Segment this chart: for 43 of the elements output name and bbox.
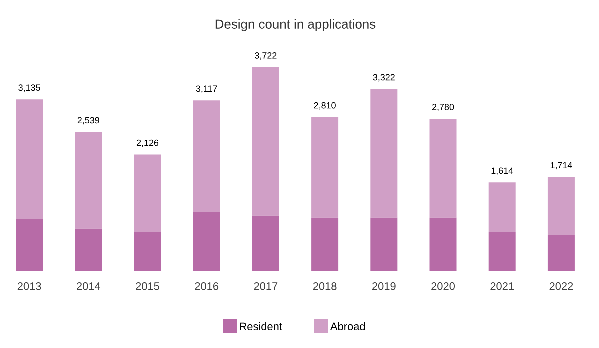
bar <box>193 100 220 212</box>
x-tick-label: 2018 <box>313 282 337 290</box>
bar <box>430 118 457 218</box>
x-tick-label: 2015 <box>136 282 160 290</box>
bar <box>134 154 162 232</box>
bar <box>488 232 516 271</box>
bar <box>312 117 339 218</box>
bar <box>16 219 44 271</box>
bar <box>252 216 280 271</box>
annotation: 1,614 <box>492 168 514 176</box>
bar <box>312 218 339 271</box>
x-tick-label: 2013 <box>18 282 42 290</box>
x-tick-label: 2016 <box>195 282 219 290</box>
bar <box>370 89 398 218</box>
bar <box>252 67 280 216</box>
annotation: 1,714 <box>550 162 572 170</box>
annotation: 3,722 <box>255 52 277 60</box>
bar <box>75 132 102 229</box>
bar <box>488 182 516 232</box>
annotation: 2,810 <box>314 102 336 110</box>
bar <box>75 228 102 271</box>
bar <box>134 232 162 271</box>
bar <box>370 218 398 271</box>
bar <box>548 234 575 271</box>
bar <box>16 100 44 220</box>
x-tick-label: 2019 <box>372 282 396 290</box>
chart-title: Design count in applications <box>216 19 376 32</box>
annotation: 2,539 <box>78 117 100 125</box>
annotation: 2,780 <box>432 104 454 112</box>
x-tick-label: 2020 <box>432 282 455 290</box>
annotation: 3,117 <box>196 86 218 94</box>
x-tick-label: 2017 <box>254 282 278 290</box>
bar <box>193 212 220 271</box>
annotation: 3,322 <box>373 74 395 82</box>
legend-label: Abroad <box>330 322 366 331</box>
annotation: 2,126 <box>136 140 159 148</box>
annotation: 3,135 <box>18 84 40 92</box>
bar <box>548 177 575 235</box>
x-tick-label: 2021 <box>490 282 514 290</box>
bar <box>430 218 457 271</box>
x-tick-label: 2022 <box>550 282 574 290</box>
x-tick-label: 2014 <box>77 282 101 290</box>
legend-label: Resident <box>240 322 282 331</box>
